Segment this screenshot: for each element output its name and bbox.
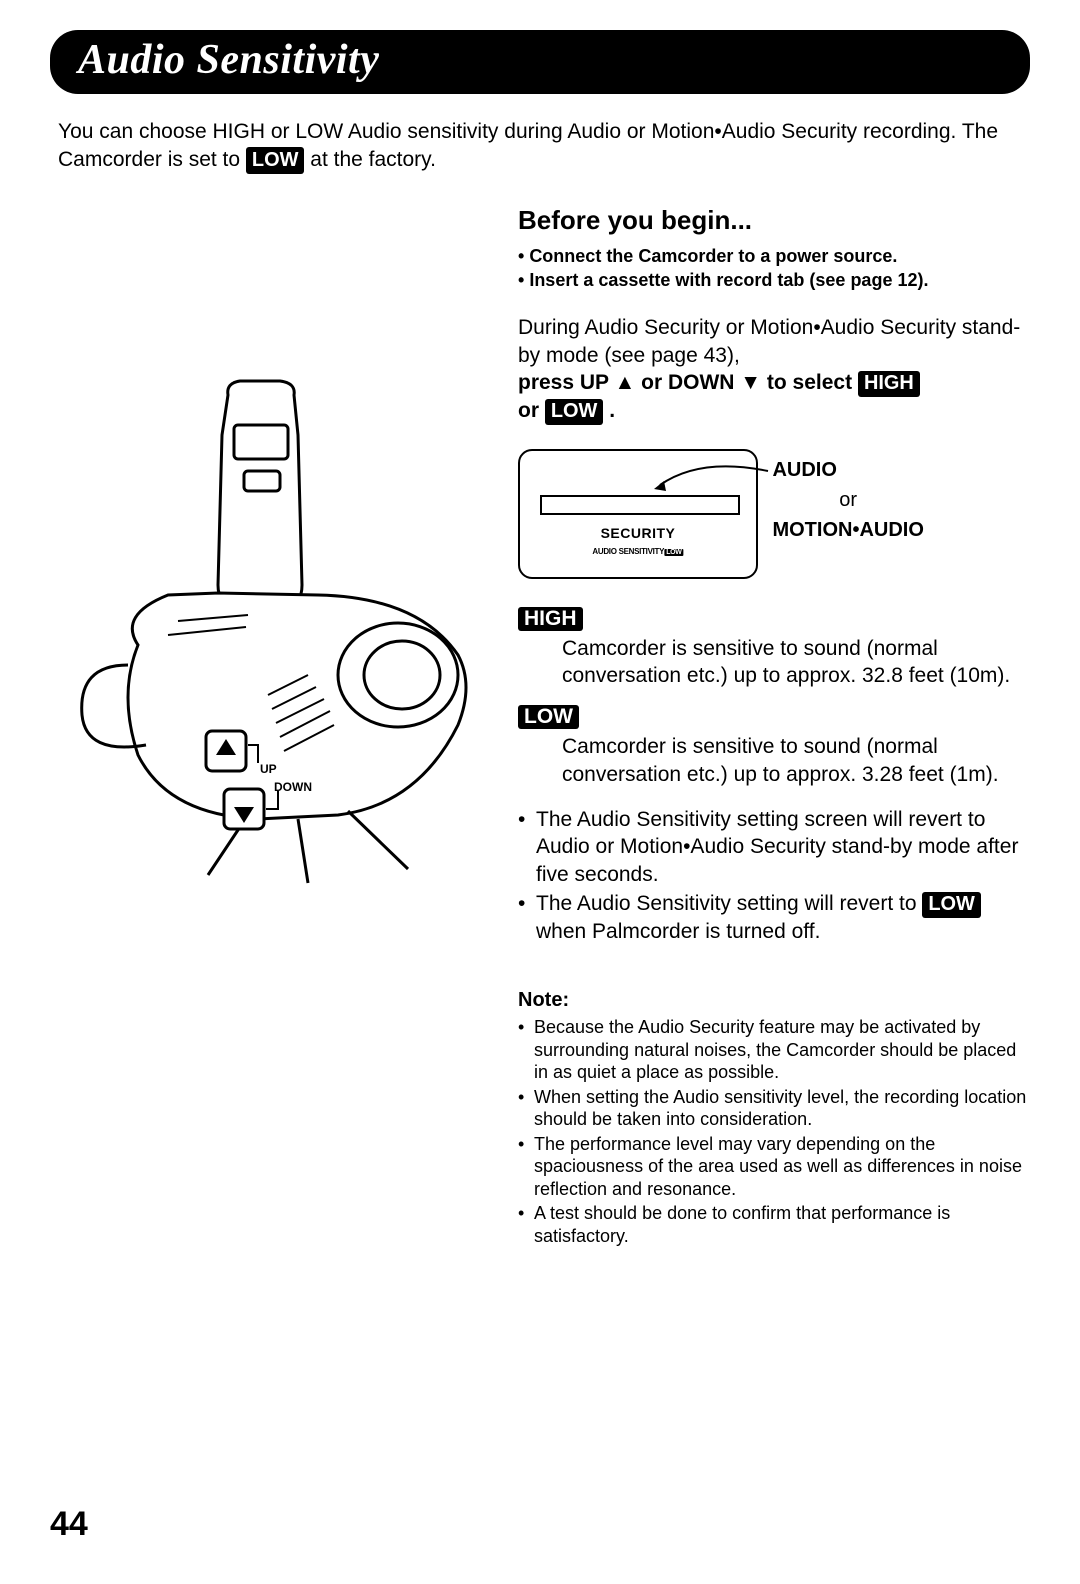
- page-number: 44: [50, 1505, 88, 1544]
- low-badge: LOW: [545, 399, 604, 425]
- note-list: Because the Audio Security feature may b…: [518, 1016, 1030, 1247]
- instruction-pre: During Audio Security or Motion•Audio Se…: [518, 316, 1020, 366]
- instruction-bold-2: or: [518, 399, 539, 422]
- instruction-paragraph: During Audio Security or Motion•Audio Se…: [518, 314, 1030, 424]
- section-title: Audio Sensitivity: [78, 37, 379, 83]
- lcd-security-text: SECURITY: [601, 525, 676, 541]
- extra-bullet: The Audio Sensitivity setting will rever…: [518, 890, 1030, 945]
- illustration-column: UP DOWN: [58, 205, 498, 1249]
- content-column: Before you begin... Connect the Camcorde…: [518, 205, 1030, 1249]
- low-badge: LOW: [922, 892, 981, 918]
- before-item: Connect the Camcorder to a power source.: [518, 244, 1030, 268]
- lcd-sub-badge: LOW: [664, 549, 683, 556]
- note-heading: Note:: [518, 989, 1030, 1012]
- note-item: When setting the Audio sensitivity level…: [518, 1086, 1030, 1131]
- section-title-bar: Audio Sensitivity: [50, 30, 1030, 94]
- before-list: Connect the Camcorder to a power source.…: [518, 244, 1030, 293]
- lcd-side-labels: AUDIO or MOTION•AUDIO: [772, 455, 923, 545]
- instruction-bold-1: press UP ▲ or DOWN ▼ to select: [518, 371, 852, 394]
- low-block: LOW Camcorder is sensitive to sound (nor…: [518, 705, 1030, 788]
- lcd-security-label: SECURITY AUDIO SENSITIVITYLOW: [592, 525, 683, 557]
- intro-text-1: You can choose HIGH or LOW Audio sensiti…: [58, 120, 998, 171]
- low-label: LOW: [518, 705, 579, 729]
- before-item: Insert a cassette with record tab (see p…: [518, 268, 1030, 292]
- camcorder-svg: UP DOWN: [58, 375, 478, 895]
- intro-text-2: at the factory.: [310, 148, 436, 171]
- before-heading: Before you begin...: [518, 205, 1030, 236]
- down-label: DOWN: [274, 780, 312, 794]
- lcd-side-or: or: [772, 485, 923, 515]
- high-label: HIGH: [518, 607, 583, 631]
- high-desc: Camcorder is sensitive to sound (normal …: [562, 635, 1030, 690]
- extra-bullets: The Audio Sensitivity setting screen wil…: [518, 806, 1030, 945]
- lcd-bar: [540, 495, 740, 515]
- extra-b2a: The Audio Sensitivity setting will rever…: [536, 892, 917, 915]
- instruction-bold-3: .: [609, 399, 615, 422]
- note-item: A test should be done to confirm that pe…: [518, 1202, 1030, 1247]
- lcd-side-motion: MOTION•AUDIO: [772, 515, 923, 545]
- extra-bullet: The Audio Sensitivity setting screen wil…: [518, 806, 1030, 888]
- lcd-screen: SECURITY AUDIO SENSITIVITYLOW: [518, 449, 758, 579]
- lcd-side-audio: AUDIO: [772, 455, 923, 485]
- lcd-row: SECURITY AUDIO SENSITIVITYLOW AUDIO or M…: [518, 431, 1030, 579]
- intro-paragraph: You can choose HIGH or LOW Audio sensiti…: [50, 118, 1030, 175]
- lcd-sub-text: AUDIO SENSITIVITY: [592, 547, 664, 556]
- up-label: UP: [260, 762, 277, 776]
- high-badge: HIGH: [858, 371, 920, 397]
- lcd-arrow-icon: [650, 461, 770, 491]
- low-badge: LOW: [246, 147, 305, 174]
- note-item: Because the Audio Security feature may b…: [518, 1016, 1030, 1084]
- extra-b2b: when Palmcorder is turned off.: [536, 920, 820, 943]
- low-desc: Camcorder is sensitive to sound (normal …: [562, 733, 1030, 788]
- camcorder-illustration: UP DOWN: [58, 375, 478, 895]
- high-block: HIGH Camcorder is sensitive to sound (no…: [518, 607, 1030, 690]
- note-item: The performance level may vary depending…: [518, 1133, 1030, 1201]
